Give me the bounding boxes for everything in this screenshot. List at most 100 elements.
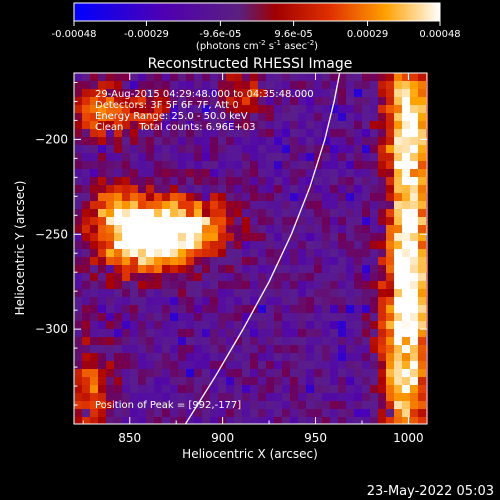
heatmap-cell bbox=[74, 401, 83, 410]
heatmap-cell bbox=[346, 417, 355, 424]
heatmap-cell bbox=[346, 193, 355, 202]
heatmap-cell bbox=[418, 353, 427, 362]
heatmap-cell bbox=[258, 369, 267, 378]
heatmap-cell bbox=[74, 289, 83, 298]
heatmap-cell bbox=[210, 297, 219, 306]
heatmap-cell bbox=[394, 241, 403, 250]
heatmap-cell bbox=[162, 393, 171, 402]
heatmap-cell bbox=[410, 297, 419, 306]
heatmap-cell bbox=[82, 393, 91, 402]
heatmap-cell bbox=[282, 145, 291, 154]
heatmap-cell bbox=[274, 249, 283, 258]
heatmap-cell bbox=[282, 337, 291, 346]
heatmap-cell bbox=[314, 121, 323, 130]
heatmap-cell bbox=[138, 209, 147, 218]
heatmap-cell bbox=[122, 73, 131, 82]
heatmap-cell bbox=[338, 281, 347, 290]
heatmap-cell bbox=[402, 209, 411, 218]
heatmap-cell bbox=[130, 353, 139, 362]
heatmap-cell bbox=[114, 113, 123, 122]
heatmap-cell bbox=[314, 201, 323, 210]
heatmap-cell bbox=[306, 257, 315, 266]
heatmap-cell bbox=[330, 105, 339, 114]
heatmap-cell bbox=[242, 201, 251, 210]
heatmap-cell bbox=[282, 377, 291, 386]
heatmap-cell bbox=[202, 353, 211, 362]
heatmap-cell bbox=[234, 185, 243, 194]
heatmap-cell bbox=[114, 337, 123, 346]
heatmap-cell bbox=[370, 73, 379, 82]
heatmap-cell bbox=[370, 353, 379, 362]
heatmap-cell bbox=[98, 201, 107, 210]
heatmap-cell bbox=[130, 329, 139, 338]
heatmap-cell bbox=[122, 217, 131, 226]
heatmap-cell bbox=[162, 313, 171, 322]
heatmap-cell bbox=[322, 337, 331, 346]
heatmap-cell bbox=[410, 377, 419, 386]
heatmap-cell bbox=[138, 281, 147, 290]
heatmap-cell bbox=[362, 129, 371, 138]
heatmap-cell bbox=[378, 385, 387, 394]
heatmap-cell bbox=[306, 225, 315, 234]
heatmap-cell bbox=[362, 273, 371, 282]
heatmap-cell bbox=[266, 409, 275, 418]
heatmap-cell bbox=[234, 177, 243, 186]
heatmap-cell bbox=[298, 113, 307, 122]
heatmap-cell bbox=[98, 113, 107, 122]
heatmap-cell bbox=[82, 313, 91, 322]
heatmap-cell bbox=[82, 225, 91, 234]
heatmap-cell bbox=[402, 417, 411, 424]
heatmap-cell bbox=[354, 257, 363, 266]
heatmap-cell bbox=[98, 297, 107, 306]
heatmap-cell bbox=[322, 313, 331, 322]
heatmap-cell bbox=[402, 225, 411, 234]
heatmap-cell bbox=[146, 161, 155, 170]
heatmap-cell bbox=[194, 345, 203, 354]
heatmap-cell bbox=[178, 361, 187, 370]
heatmap-cell bbox=[402, 409, 411, 418]
heatmap-cell bbox=[378, 161, 387, 170]
heatmap-cell bbox=[162, 329, 171, 338]
heatmap-cell bbox=[274, 289, 283, 298]
heatmap-cell bbox=[314, 337, 323, 346]
heatmap-cell bbox=[330, 89, 339, 98]
heatmap-cell bbox=[242, 353, 251, 362]
heatmap-cell bbox=[330, 353, 339, 362]
heatmap-cell bbox=[234, 353, 243, 362]
heatmap-cell bbox=[258, 193, 267, 202]
heatmap-cell bbox=[130, 81, 139, 90]
heatmap-cell bbox=[266, 353, 275, 362]
heatmap-cell bbox=[242, 73, 251, 82]
heatmap-cell bbox=[354, 377, 363, 386]
heatmap-cell bbox=[410, 217, 419, 226]
heatmap-cell bbox=[98, 121, 107, 130]
heatmap-cell bbox=[218, 241, 227, 250]
heatmap-cell bbox=[314, 273, 323, 282]
heatmap-cell bbox=[98, 417, 107, 424]
heatmap-cell bbox=[314, 89, 323, 98]
heatmap-cell bbox=[362, 369, 371, 378]
heatmap-cell bbox=[402, 401, 411, 410]
heatmap-cell bbox=[378, 201, 387, 210]
heatmap-cell bbox=[202, 185, 211, 194]
heatmap-cell bbox=[322, 169, 331, 178]
heatmap-cell bbox=[338, 225, 347, 234]
heatmap-cell bbox=[106, 169, 115, 178]
heatmap-cell bbox=[394, 129, 403, 138]
heatmap-cell bbox=[378, 217, 387, 226]
heatmap-cell bbox=[330, 113, 339, 122]
heatmap-cell bbox=[178, 153, 187, 162]
heatmap-cell bbox=[330, 313, 339, 322]
heatmap-cell bbox=[210, 249, 219, 258]
heatmap-cell bbox=[330, 249, 339, 258]
heatmap-cell bbox=[386, 353, 395, 362]
heatmap-cell bbox=[194, 129, 203, 138]
heatmap-cell bbox=[242, 249, 251, 258]
heatmap-cell bbox=[138, 97, 147, 106]
heatmap-cell bbox=[250, 345, 259, 354]
heatmap-cell bbox=[418, 137, 427, 146]
heatmap-cell bbox=[314, 393, 323, 402]
heatmap-cell bbox=[402, 393, 411, 402]
heatmap-cell bbox=[74, 321, 83, 330]
heatmap-cell bbox=[130, 401, 139, 410]
